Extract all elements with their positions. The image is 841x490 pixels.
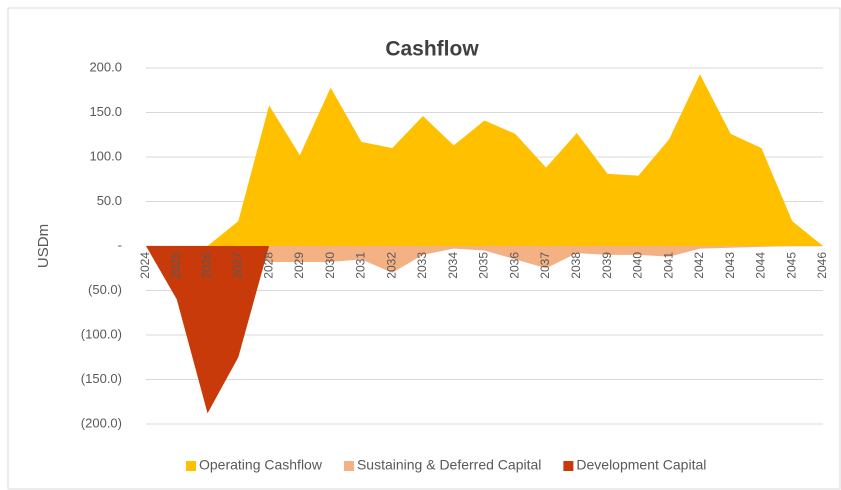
x-tick-label: 2031 bbox=[354, 252, 368, 279]
y-tick-label: (150.0) bbox=[81, 371, 122, 386]
x-tick-label: 2037 bbox=[538, 252, 552, 279]
x-tick-label: 2038 bbox=[569, 252, 583, 279]
x-tick-label: 2043 bbox=[723, 252, 737, 279]
y-tick-label: 150.0 bbox=[89, 104, 122, 119]
x-tick-label: 2036 bbox=[507, 252, 521, 279]
y-tick-label: 100.0 bbox=[89, 148, 122, 163]
area bbox=[146, 246, 823, 273]
legend-swatch bbox=[186, 461, 196, 471]
x-tick-label: 2041 bbox=[661, 252, 675, 279]
y-tick-label: (100.0) bbox=[81, 326, 122, 341]
x-tick-label: 2032 bbox=[384, 252, 398, 279]
x-tick-label: 2035 bbox=[477, 252, 491, 279]
x-tick-label: 2039 bbox=[600, 252, 614, 279]
legend-label: Sustaining & Deferred Capital bbox=[357, 457, 541, 473]
legend-label: Operating Cashflow bbox=[199, 457, 323, 473]
x-tick-label: 2025 bbox=[169, 252, 183, 279]
y-tick-label: 50.0 bbox=[97, 193, 122, 208]
y-axis-title: USDm bbox=[35, 224, 52, 268]
area bbox=[146, 74, 823, 246]
y-tick-label: - bbox=[118, 237, 122, 252]
x-tick-label: 2044 bbox=[754, 252, 768, 279]
x-tick-label: 2034 bbox=[446, 252, 460, 279]
x-tick-label: 2026 bbox=[200, 252, 214, 279]
chart-title: Cashflow bbox=[385, 38, 479, 61]
legend-swatch bbox=[563, 461, 574, 471]
x-tick-label: 2046 bbox=[815, 252, 829, 279]
y-tick-label: 200.0 bbox=[89, 59, 122, 74]
legend-label: Development Capital bbox=[576, 457, 706, 473]
x-tick-label: 2033 bbox=[415, 252, 429, 279]
x-tick-label: 2027 bbox=[230, 252, 244, 279]
y-tick-label: (50.0) bbox=[88, 282, 122, 297]
x-tick-label: 2024 bbox=[138, 252, 152, 279]
legend-swatch bbox=[343, 461, 354, 471]
x-tick-label: 2042 bbox=[692, 252, 706, 279]
x-tick-label: 2040 bbox=[631, 252, 645, 279]
area bbox=[146, 246, 823, 414]
x-tick-label: 2028 bbox=[261, 252, 275, 279]
x-tick-label: 2029 bbox=[292, 252, 306, 279]
x-tick-label: 2030 bbox=[323, 252, 337, 279]
y-tick-label: (200.0) bbox=[81, 415, 122, 430]
x-tick-label: 2045 bbox=[784, 252, 798, 279]
